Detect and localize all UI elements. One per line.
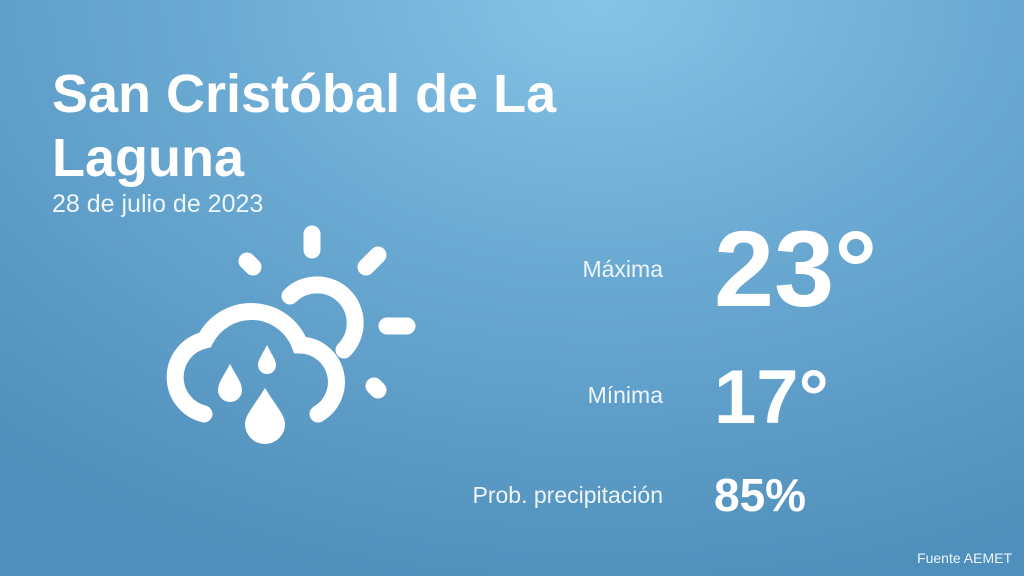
- min-label: Mínima: [587, 382, 663, 408]
- max-value: 23°: [714, 208, 878, 329]
- precip-value: 85%: [714, 469, 807, 521]
- min-value: 17°: [714, 355, 829, 440]
- title-line-2: Laguna: [52, 128, 245, 188]
- title-line-1: San Cristóbal de La: [52, 64, 557, 124]
- page-title: San Cristóbal de La Laguna: [52, 62, 556, 190]
- precip-label: Prob. precipitación: [472, 482, 664, 508]
- max-label: Máxima: [582, 256, 663, 282]
- forecast-date: 28 de julio de 2023: [52, 190, 264, 218]
- source-credit: Fuente AEMET: [917, 550, 1012, 566]
